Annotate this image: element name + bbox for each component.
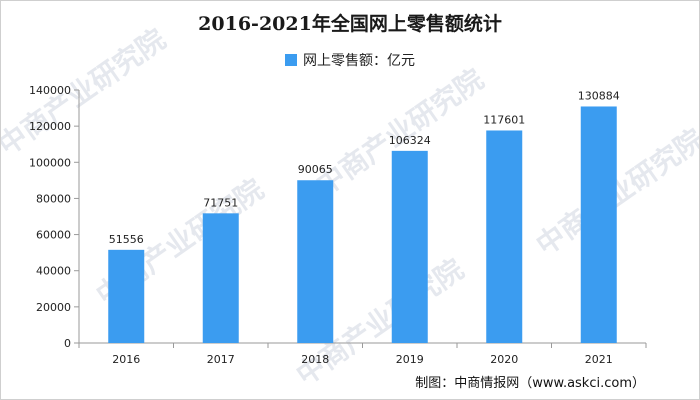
y-tick-label: 20000 <box>36 301 71 314</box>
x-tick-label: 2021 <box>585 353 613 366</box>
x-tick-label: 2019 <box>396 353 424 366</box>
y-tick-label: 0 <box>64 337 71 350</box>
legend-swatch <box>285 54 297 66</box>
y-tick-label: 80000 <box>36 192 71 205</box>
data-label: 106324 <box>389 134 431 147</box>
chart-source-credit: 制图：中商情报网（www.askci.com） <box>415 376 645 391</box>
data-label: 90065 <box>298 163 333 176</box>
legend-label: 网上零售额：亿元 <box>303 53 415 69</box>
chart-title: 2016-2021年全国网上零售额统计 <box>198 13 502 35</box>
bar <box>108 249 145 343</box>
bar <box>580 106 617 344</box>
x-tick-label: 2017 <box>207 353 235 366</box>
y-tick-label: 60000 <box>36 229 71 242</box>
data-label: 51556 <box>109 233 144 246</box>
y-tick-label: 100000 <box>29 156 71 169</box>
bar <box>486 130 523 343</box>
chart-legend: 网上零售额：亿元 <box>1 50 699 70</box>
data-label: 130884 <box>578 89 620 102</box>
x-tick-label: 2018 <box>301 353 329 366</box>
x-tick-label: 2020 <box>490 353 518 366</box>
y-tick-label: 140000 <box>29 84 71 97</box>
bar <box>391 150 428 343</box>
y-tick-label: 40000 <box>36 265 71 278</box>
data-label: 117601 <box>483 113 525 126</box>
bar <box>297 180 334 343</box>
data-label: 71751 <box>203 196 238 209</box>
bar <box>202 213 239 343</box>
y-tick-label: 120000 <box>29 120 71 133</box>
x-tick-label: 2016 <box>112 353 140 366</box>
